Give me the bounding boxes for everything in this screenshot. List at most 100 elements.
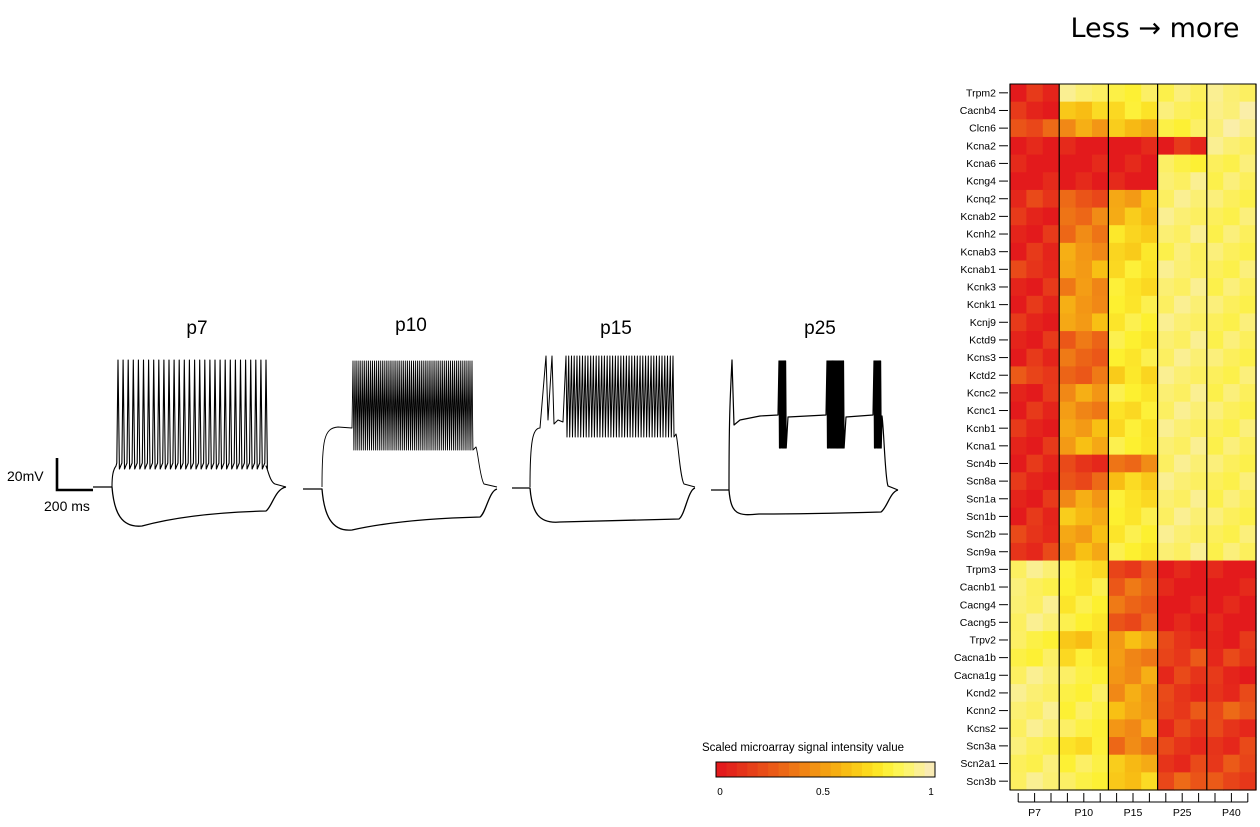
heatmap-cell bbox=[1042, 737, 1060, 756]
heatmap-cell bbox=[1190, 719, 1208, 738]
heatmap-cell bbox=[1108, 525, 1126, 544]
heatmap-cell bbox=[1190, 560, 1208, 579]
heatmap-cell bbox=[1239, 295, 1257, 315]
heatmap-cell bbox=[1075, 84, 1093, 103]
heatmap-cell bbox=[1157, 154, 1175, 173]
heatmap-cell bbox=[1206, 242, 1224, 262]
trace-label-p15: p15 bbox=[600, 318, 632, 339]
heatmap-cell bbox=[1174, 489, 1191, 509]
heatmap-cell bbox=[1059, 189, 1077, 209]
heatmap-cell bbox=[1190, 401, 1208, 420]
hyperpolarizing-trace-p15 bbox=[512, 487, 696, 523]
heatmap-cell bbox=[1092, 648, 1109, 668]
heatmap-cell bbox=[1239, 242, 1257, 262]
heatmap-cell bbox=[1026, 595, 1044, 615]
heatmap-cell bbox=[1026, 84, 1044, 103]
gene-label: Cacng5 bbox=[960, 617, 996, 629]
heatmap-cell bbox=[1059, 472, 1077, 491]
heatmap-cell bbox=[1174, 331, 1191, 350]
heatmap-cell bbox=[1190, 472, 1208, 491]
heatmap-cell bbox=[1141, 189, 1159, 209]
heatmap-cell bbox=[1075, 437, 1093, 456]
heatmap-cell bbox=[1239, 437, 1257, 456]
heatmap-cell bbox=[1141, 472, 1159, 491]
heatmap-cell bbox=[1223, 207, 1241, 226]
scale-bar-lines bbox=[55, 458, 93, 492]
heatmap-cell bbox=[1141, 278, 1159, 297]
heatmap-cell bbox=[1206, 454, 1224, 473]
heatmap-cell bbox=[1239, 136, 1257, 156]
heatmap-cell bbox=[1190, 136, 1208, 156]
heatmap-cell bbox=[1010, 666, 1027, 685]
heatmap-cell bbox=[1157, 348, 1175, 367]
heatmap-cell bbox=[1010, 278, 1027, 297]
heatmap-cell bbox=[1239, 701, 1257, 720]
colorbar-swatch bbox=[872, 762, 884, 777]
colorbar-swatch bbox=[914, 762, 926, 777]
gene-label: Kcnab3 bbox=[960, 246, 996, 258]
heatmap-cell bbox=[1042, 172, 1060, 191]
heatmap-cell bbox=[1042, 684, 1060, 703]
heatmap-cell bbox=[1010, 737, 1027, 756]
heatmap-cell bbox=[1026, 384, 1044, 403]
heatmap-cell bbox=[1108, 595, 1126, 615]
heatmap-cell bbox=[1075, 136, 1093, 156]
heatmap-cell bbox=[1108, 401, 1126, 420]
heatmap-cell bbox=[1124, 648, 1142, 668]
heatmap-cell bbox=[1239, 119, 1257, 138]
trace-label-p10: p10 bbox=[395, 315, 427, 336]
heatmap-header: Less → more bbox=[1070, 13, 1239, 44]
heatmap-cell bbox=[1190, 578, 1208, 597]
heatmap-cell bbox=[1092, 737, 1109, 756]
heatmap-cell bbox=[1075, 719, 1093, 738]
colorbar-swatch bbox=[851, 762, 863, 777]
heatmap-cell bbox=[1239, 684, 1257, 703]
heatmap-cell bbox=[1206, 719, 1224, 738]
heatmap-cell bbox=[1124, 313, 1142, 332]
heatmap-cell bbox=[1042, 401, 1060, 420]
heatmap-cell bbox=[1124, 631, 1142, 650]
heatmap-cell bbox=[1157, 260, 1175, 279]
heatmap-cell bbox=[1026, 331, 1044, 350]
heatmap-cell bbox=[1075, 207, 1093, 226]
heatmap-cell bbox=[1026, 454, 1044, 473]
heatmap-cells bbox=[1010, 84, 1257, 791]
heatmap-cell bbox=[1075, 772, 1093, 791]
gene-labels: Trpm2 Cacnb4 Clcn6 Kcna2 Kcna6 Kcng4 Kcnq2 Kcna… bbox=[954, 87, 1008, 788]
heatmap-cell bbox=[1141, 331, 1159, 350]
heatmap-cell bbox=[1108, 189, 1126, 209]
heatmap-cell bbox=[1108, 419, 1126, 438]
heatmap-cell bbox=[1157, 472, 1175, 491]
heatmap-cell bbox=[1190, 648, 1208, 668]
heatmap-cell bbox=[1108, 101, 1126, 120]
heatmap-cell bbox=[1042, 225, 1060, 244]
heatmap-cell bbox=[1157, 278, 1175, 297]
heatmap-cell bbox=[1010, 489, 1027, 509]
heatmap-cell bbox=[1223, 578, 1241, 597]
heatmap-cell bbox=[1092, 542, 1109, 562]
heatmap-cell bbox=[1026, 242, 1044, 262]
heatmap-cell bbox=[1092, 119, 1109, 138]
heatmap-cell bbox=[1108, 348, 1126, 367]
colorbar-swatch bbox=[903, 762, 915, 777]
heatmap-cell bbox=[1239, 260, 1257, 279]
heatmap-cell bbox=[1108, 278, 1126, 297]
heatmap-cell bbox=[1042, 295, 1060, 315]
colorbar-swatch bbox=[820, 762, 832, 777]
heatmap-cell bbox=[1206, 225, 1224, 244]
heatmap-cell bbox=[1075, 189, 1093, 209]
heatmap-cell bbox=[1108, 507, 1126, 526]
colorbar-swatch bbox=[799, 762, 811, 777]
heatmap-cell bbox=[1010, 401, 1027, 420]
heatmap-cell bbox=[1124, 701, 1142, 720]
heatmap-cell bbox=[1223, 172, 1241, 191]
gene-label: Clcn6 bbox=[969, 123, 996, 135]
heatmap-cell bbox=[1092, 525, 1109, 544]
heatmap-cell bbox=[1239, 348, 1257, 367]
heatmap-cell bbox=[1042, 648, 1060, 668]
heatmap-cell bbox=[1010, 313, 1027, 332]
heatmap-cell bbox=[1092, 631, 1109, 650]
heatmap-cell bbox=[1010, 578, 1027, 597]
heatmap-cell bbox=[1042, 348, 1060, 367]
heatmap-cell bbox=[1010, 207, 1027, 226]
